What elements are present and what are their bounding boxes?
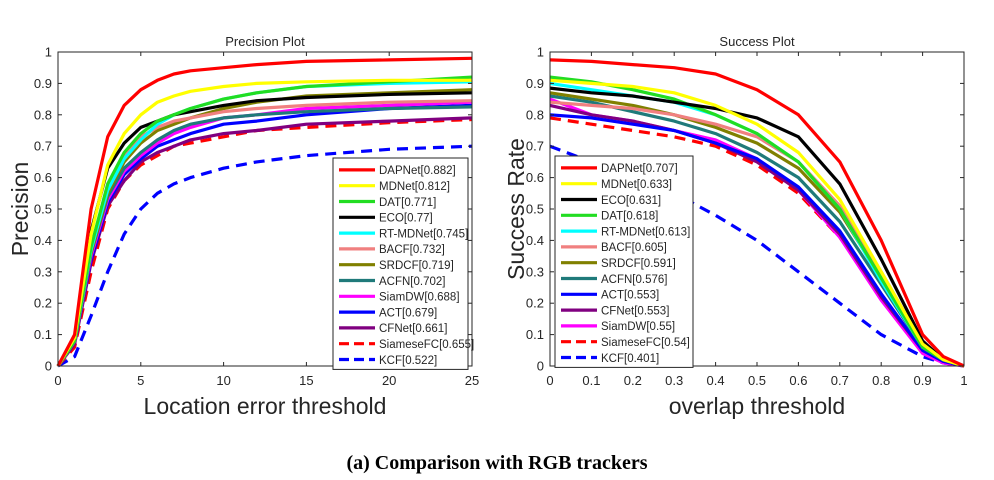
legend-label: ACFN[0.576] [601,274,667,286]
legend-label: KCF[0.401] [601,353,659,365]
series-line-siamesefc [56,117,473,368]
x-tick-label: 0.9 [914,373,932,388]
legend-label: RT-MDNet[0.745] [379,228,468,240]
legend: DAPNet[0.707] MDNet[0.633] ECO[0.631] DAT[0… [554,155,694,368]
chart-title: Precision Plot [225,34,305,49]
x-tick-label: 0.4 [707,373,725,388]
legend-label: DAPNet[0.707] [601,163,678,175]
y-tick-label: 0.6 [526,170,544,185]
y-tick-label: 1 [45,45,52,60]
x-tick-label: 15 [299,373,313,388]
legend-label: CFNet[0.553] [601,305,669,317]
x-tick-label: 0.6 [789,373,807,388]
legend-label: CFNet[0.661] [379,323,447,335]
x-tick-label: 0.3 [665,373,683,388]
y-tick-label: 0.9 [34,76,52,91]
series-line-dapnet [56,56,473,367]
y-tick-label: 0.5 [34,202,52,217]
chart-panel-2: 0 0.1 0.2 0.3 0.4 0.5 0.6 0.7 0.8 0.9 100.10.20.30… [503,34,968,419]
x-tick-label: 25 [465,373,479,388]
y-tick-label: 0.7 [34,139,52,154]
y-tick-label: 0 [45,359,52,374]
legend-label: KCF[0.522] [379,355,437,367]
series-line-dat [549,75,965,368]
y-axis-label: Precision [7,162,33,257]
y-tick-label: 0.5 [526,202,544,217]
legend-label: ACT[0.553] [601,290,659,302]
series-line-dat [56,75,473,367]
series-line-kcf [57,144,473,368]
chart-panel-1: 0 5 10 15 20 25 0 0.1 0.2 0.3 0.4 0.5 0.6 0.7 0.8 0.9 1 P… [7,34,479,419]
legend-label: ECO[0.77] [379,213,433,225]
legend-label: SRDCF[0.591] [601,258,676,270]
legend-label: ACT[0.679] [379,307,437,319]
y-tick-label: 0.8 [526,107,544,122]
y-tick-label: 0.4 [34,233,52,248]
y-tick-label: 0.1 [526,327,544,342]
y-tick-label: 0.3 [34,264,52,279]
y-tick-label: 0.7 [526,139,544,154]
series-line-dapnet [549,58,965,368]
legend-label: MDNet[0.633] [601,179,672,191]
y-ticks: 0 0.1 0.2 0.3 0.4 0.5 0.6 0.7 0.8 0.9 1 [34,45,472,374]
y-tick-label: 0 [537,359,544,374]
legend: DAPNet[0.882] MDNet[0.812] DAT[0.771] ECO[0… [332,157,474,370]
legend-label: BACF[0.732] [379,244,445,256]
legend-label: DAPNet[0.882] [379,165,456,177]
series-line-mdnet [56,78,472,367]
figure-caption: (a) Comparison with RGB trackers [346,452,648,474]
chart-title: Success Plot [719,34,795,49]
y-tick-label: 0.9 [526,76,544,91]
y-tick-label: 0.8 [34,107,52,122]
x-tick-label: 0.7 [831,373,849,388]
series-line-act [549,113,965,368]
x-ticks: 0 5 10 15 20 25 [54,52,479,388]
legend-label: ACFN[0.702] [379,276,445,288]
legend-label: RT-MDNet[0.613] [601,226,690,238]
x-tick-label: 0 [54,373,61,388]
y-tick-label: 0.2 [526,296,544,311]
series-line-eco [549,86,965,368]
legend-label: ECO[0.631] [601,195,661,207]
x-tick-label: 20 [382,373,396,388]
y-tick-label: 1 [537,45,544,60]
y-tick-label: 0.2 [34,296,52,311]
x-axis-label: overlap threshold [669,393,845,419]
legend-label: SiamDW[0.55] [601,321,675,333]
series-group [56,56,473,368]
y-axis-label: Success Rate [503,138,529,280]
y-tick-label: 0.1 [34,327,52,342]
series-group [549,58,965,368]
x-ticks: 0 0.1 0.2 0.3 0.4 0.5 0.6 0.7 0.8 0.9 1 [546,52,968,388]
x-tick-label: 0.8 [872,373,890,388]
legend-label: DAT[0.771] [379,197,436,209]
y-ticks: 0 0.1 0.2 0.3 0.4 0.5 0.6 0.7 0.8 0.9 1 [526,45,964,374]
x-tick-label: 10 [216,373,230,388]
legend-label: DAT[0.618] [601,211,658,223]
x-tick-label: 0.5 [748,373,766,388]
y-tick-label: 0.3 [526,264,544,279]
y-tick-label: 0.4 [526,233,544,248]
x-tick-label: 0.2 [624,373,642,388]
legend-label: SiameseFC[0.655] [379,339,474,351]
x-axis-label: Location error threshold [144,393,387,419]
x-tick-label: 1 [960,373,967,388]
y-tick-label: 0.6 [34,170,52,185]
legend-label: SRDCF[0.719] [379,260,454,272]
legend-label: SiameseFC[0.54] [601,337,690,349]
series-line-mdnet [549,78,965,368]
x-tick-label: 0.1 [582,373,600,388]
x-tick-label: 0 [546,373,553,388]
legend-label: BACF[0.605] [601,242,667,254]
x-tick-label: 5 [137,373,144,388]
legend-label: SiamDW[0.688] [379,292,460,304]
legend-label: MDNet[0.812] [379,181,450,193]
